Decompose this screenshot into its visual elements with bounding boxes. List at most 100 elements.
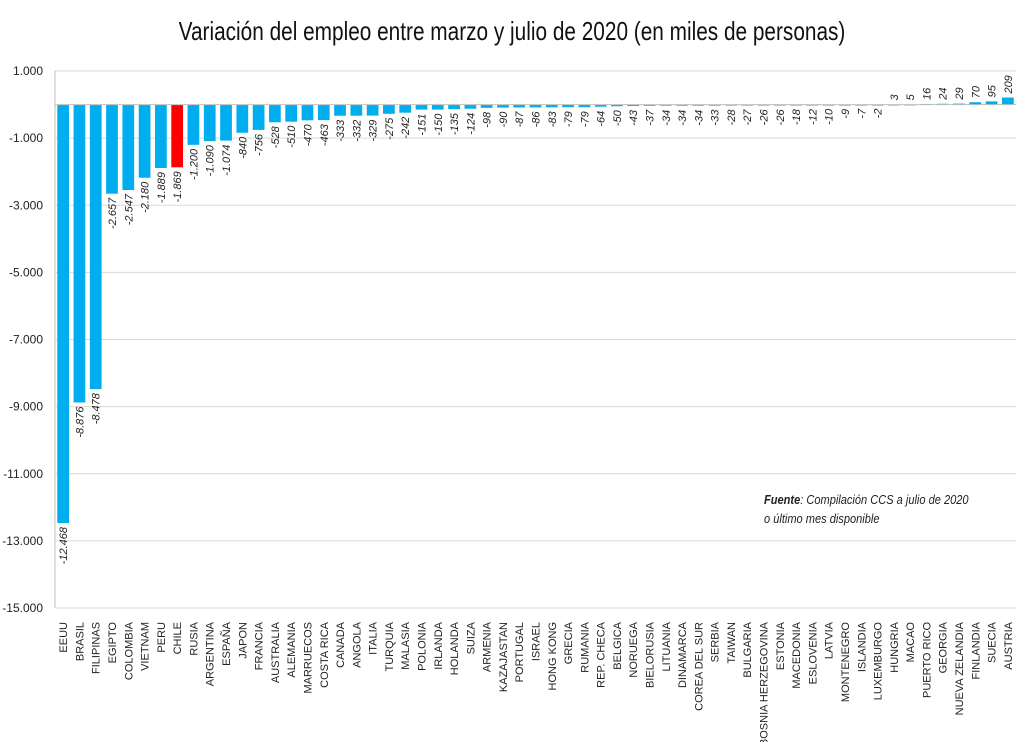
category-label: ARMENIA — [482, 621, 494, 672]
y-tick-label: -9.000 — [9, 400, 43, 414]
category-label: ESLOVENIA — [807, 621, 819, 684]
value-label: -28 — [726, 109, 738, 126]
category-label: REP. CHECA — [596, 621, 608, 687]
category-label: NORUEGA — [628, 621, 640, 677]
value-label: -333 — [335, 119, 347, 142]
bar-turquia — [383, 104, 395, 114]
category-label: BRASIL — [74, 622, 86, 661]
category-label: LATVIA — [824, 621, 836, 659]
category-label: MALASIA — [400, 621, 412, 669]
value-label: -8.876 — [74, 406, 86, 438]
bar-dinamarca — [676, 104, 688, 106]
bar-kazajastan — [497, 104, 509, 108]
value-label: -90 — [498, 111, 510, 128]
value-label: -1.889 — [156, 172, 168, 203]
category-label: FINLANDIA — [970, 621, 982, 679]
category-label: SUIZA — [465, 621, 477, 654]
category-label: RUSIA — [188, 621, 200, 655]
labels: 1.000 -1.000 -3.000 -5.000 -7.000 -9.000 -11.0… — [2, 64, 1015, 742]
bar-chile — [171, 104, 184, 168]
value-label: -9 — [840, 109, 852, 119]
value-label: -87 — [514, 111, 526, 128]
category-label: SUECIA — [987, 621, 999, 663]
value-label: -510 — [286, 125, 298, 148]
bar-noruega — [627, 104, 640, 107]
bar-costa-rica — [317, 104, 330, 121]
value-label: -83 — [547, 110, 559, 127]
category-label: GEORGIA — [938, 621, 950, 673]
bar-rep-checa — [594, 104, 607, 107]
value-label: -1.200 — [188, 148, 200, 180]
category-label: ISLANDIA — [856, 621, 868, 672]
bar-angola — [350, 104, 363, 116]
value-label: -8.478 — [91, 392, 103, 424]
y-tick-label: -15.000 — [2, 601, 43, 615]
source-label: Fuente — [764, 492, 801, 507]
category-label: HOLANDA — [449, 621, 461, 675]
category-label: ITALIA — [368, 621, 380, 654]
bar-serbia — [708, 104, 721, 106]
value-label: -150 — [433, 113, 445, 136]
value-label: -50 — [612, 109, 624, 126]
category-label: LITUANIA — [661, 621, 673, 671]
bar-marruecos — [301, 104, 314, 121]
category-label: POLONIA — [416, 621, 428, 671]
category-label: MARRUECOS — [302, 622, 314, 694]
value-label: -470 — [302, 123, 314, 146]
bar-eeuu — [57, 104, 70, 524]
category-label: FILIPINAS — [91, 622, 103, 674]
category-label: PERU — [156, 622, 168, 653]
value-label: 29 — [954, 87, 966, 100]
value-label: 24 — [938, 88, 950, 101]
value-label: 3 — [889, 93, 901, 100]
bar-portugal — [513, 104, 526, 108]
category-label: LUXEMBURGO — [873, 622, 885, 701]
category-label: AUSTRIA — [1003, 621, 1015, 669]
y-tick-label: -3.000 — [9, 198, 43, 212]
category-label: IRLANDA — [433, 621, 445, 669]
value-label: -26 — [775, 109, 787, 126]
bar-lituania — [659, 104, 672, 106]
y-tick-label: -11.000 — [3, 467, 43, 481]
bar-japon — [236, 104, 249, 133]
value-label: -124 — [465, 113, 477, 135]
bar-irlanda — [431, 104, 444, 110]
category-label: ANGOLA — [351, 621, 363, 668]
category-label: TAIWAN — [726, 622, 738, 664]
source-line-1: Fuente: Compilación CCS a julio de 2020 — [764, 490, 969, 509]
bar-holanda — [448, 104, 460, 110]
category-label: FRANCIA — [254, 621, 266, 670]
chart-title: Variación del empleo entre marzo y julio… — [178, 16, 846, 46]
bar-filipinas — [89, 104, 102, 390]
bar-australia — [269, 104, 281, 123]
bar-corea-del-sur — [692, 104, 705, 106]
bar-malasia — [399, 104, 412, 113]
category-label: AUSTRALIA — [270, 621, 282, 683]
category-label: MACEDONIA — [791, 621, 803, 688]
bar-grecia — [562, 104, 574, 108]
category-label: PUERTO RICO — [921, 622, 933, 698]
category-label: DINAMARCA — [677, 621, 689, 688]
value-label: -26 — [759, 109, 771, 126]
bar-suiza — [464, 104, 477, 109]
bar-finlandia — [969, 102, 982, 105]
value-label: -86 — [531, 111, 543, 128]
category-label: BELGICA — [612, 621, 624, 669]
value-label: -1.074 — [221, 145, 233, 176]
bar-hong-kong — [545, 104, 558, 108]
value-label: -840 — [237, 136, 249, 159]
value-label: -34 — [677, 110, 689, 126]
bar-italia — [366, 104, 379, 116]
category-label: BOSNIA HERZEGOVINA — [759, 621, 771, 742]
bar-rusia — [187, 104, 200, 145]
y-tick-label: 1.000 — [13, 64, 43, 78]
value-label: -79 — [563, 111, 575, 127]
axes — [54, 71, 1016, 608]
bar-israel — [529, 104, 542, 108]
category-label: EEUU — [58, 622, 70, 653]
value-label: 70 — [970, 85, 982, 98]
value-label: -332 — [351, 120, 363, 142]
value-label: -34 — [693, 110, 705, 126]
bar-bielorusia — [643, 104, 656, 106]
y-tick-label: -13.000 — [2, 534, 43, 548]
